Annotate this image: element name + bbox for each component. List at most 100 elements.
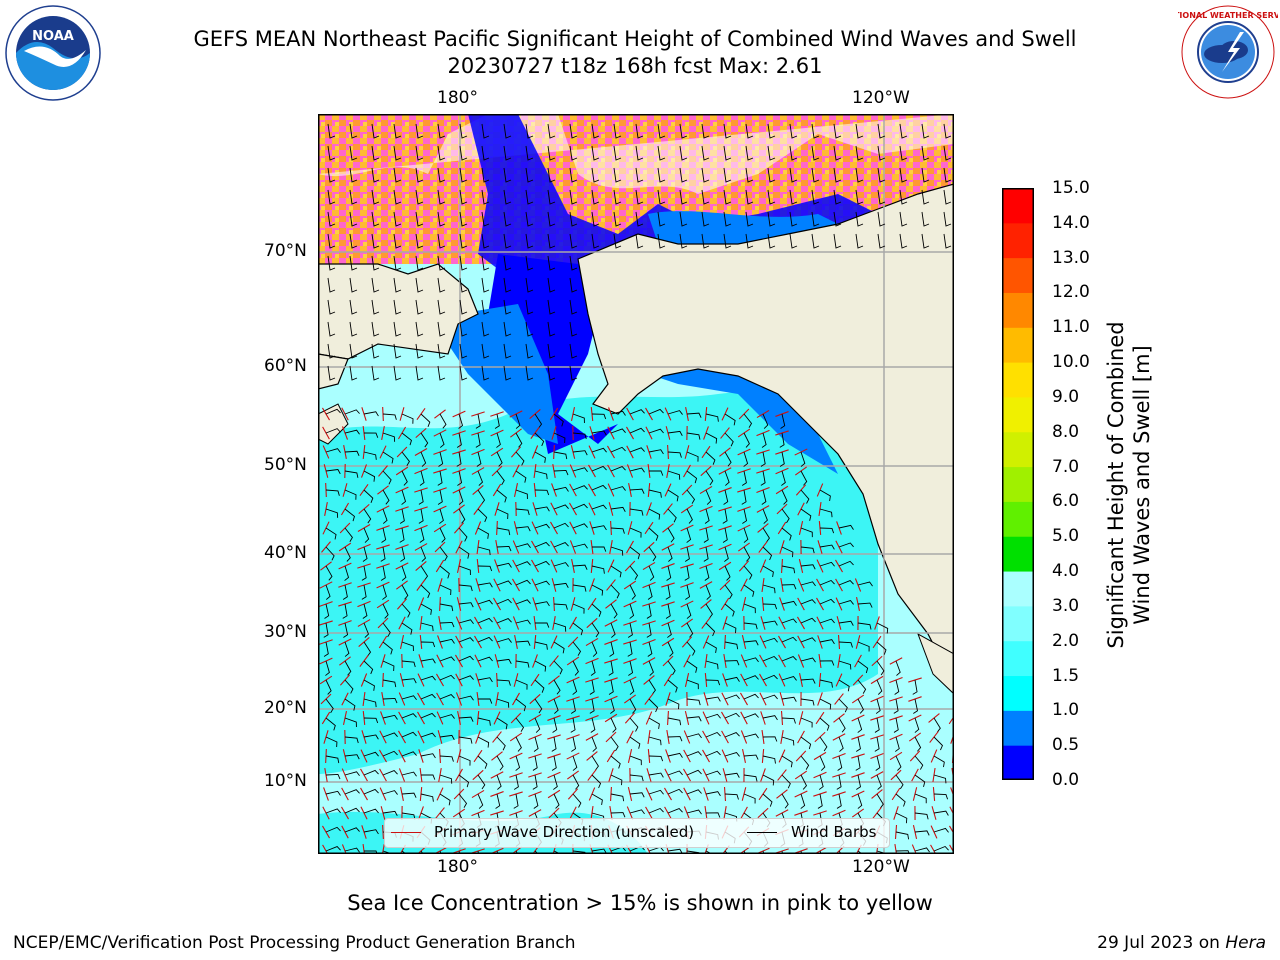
wind-barb [762, 736, 778, 742]
wind-barb [855, 233, 864, 249]
wind-barb [459, 343, 468, 359]
wind-barb [933, 755, 945, 768]
wind-barb [743, 774, 758, 782]
wind-barb [590, 717, 596, 733]
wind-barb [533, 736, 539, 752]
wind-barb [817, 793, 823, 809]
wind-barb [459, 123, 468, 139]
wind-barb [648, 755, 664, 762]
wind-barb [589, 679, 595, 695]
wind-barb [591, 430, 607, 436]
wind-barb [401, 489, 407, 505]
wind-barb [572, 523, 588, 529]
wind-barb [570, 698, 576, 714]
lat-tick-60n: 60°N [264, 356, 307, 376]
top-tick-120w: 120°W [852, 88, 910, 108]
wind-barb [458, 675, 474, 681]
wind-barb [781, 755, 793, 768]
wind-barb [401, 641, 414, 652]
wind-barb [800, 527, 813, 538]
wind-barb [371, 321, 380, 337]
wind-barb [344, 789, 360, 795]
wind-barb [439, 638, 455, 644]
wind-barb [532, 774, 538, 790]
wind-barb [382, 470, 392, 485]
wind-barb [382, 622, 391, 638]
wind-barb [629, 603, 635, 619]
wind-barb [724, 546, 729, 562]
wind-barb [371, 365, 380, 381]
wind-barb [371, 299, 380, 315]
colorbar-tick-label: 1.0 [1052, 700, 1080, 721]
colorbar-tick-label: 12.0 [1052, 282, 1090, 303]
wind-barb [363, 432, 379, 438]
wind-barb [420, 732, 436, 738]
wind-barb [781, 656, 797, 662]
wind-barb [767, 189, 776, 205]
wind-barb [610, 506, 626, 512]
wind-barb [743, 546, 751, 562]
wind-barb [667, 430, 683, 436]
wind-barb [857, 793, 863, 809]
colorbar-segment [1002, 292, 1034, 328]
wind-barb [914, 717, 920, 733]
wind-barb [705, 641, 717, 654]
wind-barb [686, 508, 693, 524]
wind-barb [349, 167, 358, 183]
colorbar-segment [1002, 571, 1034, 607]
wind-barb [629, 508, 644, 516]
wind-barb [515, 640, 531, 646]
wind-barb [591, 525, 607, 531]
wind-barb [534, 622, 550, 628]
wind-barb [481, 211, 490, 227]
wind-barb [686, 641, 696, 656]
wind-barb [665, 603, 671, 619]
wind-barb [553, 432, 566, 443]
lat-tick-10n: 10°N [264, 771, 307, 791]
noaa-logo-icon: NOAA [4, 4, 102, 102]
wind-barb [781, 793, 789, 809]
wind-barb [457, 470, 463, 486]
wind-barb [534, 541, 550, 548]
colorbar-tick-label: 6.0 [1052, 491, 1080, 512]
wind-barb [705, 679, 721, 686]
wind-barb [857, 679, 867, 694]
wind-barb [667, 848, 683, 854]
wind-barb [789, 211, 798, 227]
wind-barb [591, 584, 604, 596]
footer-branch: NCEP/EMC/Verification Post Processing Pr… [13, 933, 576, 953]
wind-barb [914, 774, 926, 787]
wind-barb [667, 622, 672, 638]
wind-barb [838, 542, 854, 548]
wind-barb [534, 560, 550, 567]
wind-barb [933, 845, 949, 852]
wind-barb [569, 123, 578, 139]
wind-barb [762, 603, 778, 610]
wind-barb [325, 584, 331, 600]
wind-barb [610, 428, 626, 434]
wind-barb [547, 299, 556, 315]
wind-barb [456, 451, 462, 467]
wave-direction-swatch [391, 832, 421, 833]
wind-barb [382, 641, 393, 655]
wind-barb [363, 751, 379, 757]
wind-barb [876, 793, 884, 809]
wind-barb [344, 641, 350, 657]
wind-barb [325, 808, 341, 814]
wind-barb [629, 565, 639, 580]
wind-barb [590, 660, 596, 676]
wind-barb [762, 527, 770, 543]
wind-barb [628, 660, 634, 676]
wind-barb [761, 489, 767, 505]
wind-barb [344, 429, 360, 435]
wind-barb [724, 660, 740, 666]
wind-barb [833, 233, 842, 249]
wind-barb [723, 123, 732, 139]
colorbar-tick-label: 13.0 [1052, 247, 1090, 268]
wind-barb [723, 211, 732, 227]
wind-barb [327, 189, 336, 205]
wind-barb-label: Wind Barbs [791, 823, 877, 841]
wind-barb [534, 717, 541, 733]
wind-barb [800, 581, 816, 587]
wind-barb [635, 211, 644, 227]
